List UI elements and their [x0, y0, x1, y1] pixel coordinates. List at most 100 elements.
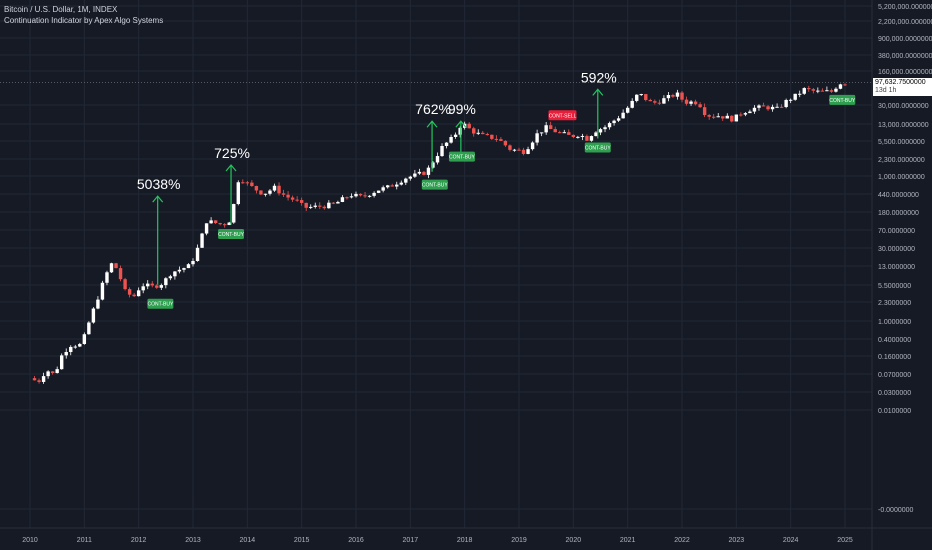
candle-body [41, 376, 46, 382]
y-tick-label: 0.0300000 [878, 390, 911, 397]
candle-body [155, 285, 159, 288]
candle-body [59, 355, 64, 370]
candle-body [254, 186, 259, 191]
signal-label: CONT-BUY [147, 302, 174, 308]
candle-body [707, 115, 711, 117]
gain-arrow-head [592, 88, 604, 96]
candle-body [508, 145, 512, 150]
candle-body [232, 204, 236, 223]
y-tick-label: 13.0000000 [878, 264, 915, 271]
candle-body [358, 193, 363, 196]
candle-body [820, 90, 825, 92]
candle-body [553, 129, 557, 133]
candle-body [825, 90, 829, 92]
y-tick-label: 5,200,000.0000000 [878, 4, 932, 11]
candle-body [834, 88, 838, 92]
candle-body [748, 111, 752, 114]
candle-body [114, 263, 118, 269]
candle-body [376, 190, 381, 193]
candle-body [761, 105, 766, 107]
symbol-title[interactable]: Bitcoin / U.S. Dollar, 1M, INDEX [4, 5, 118, 14]
x-tick-label: 2010 [22, 537, 38, 544]
candle-body [499, 139, 503, 141]
x-tick-label: 2013 [185, 537, 201, 544]
candle-body [752, 107, 757, 112]
candle-body [635, 94, 639, 101]
candle-body [472, 128, 476, 134]
candle-body [195, 247, 200, 261]
signal-badge [448, 151, 475, 162]
candle-body [503, 140, 508, 146]
candle-body [458, 127, 462, 135]
candle-body [182, 268, 186, 270]
candle-body [485, 134, 490, 136]
candle-body [435, 156, 440, 163]
candle-body [236, 182, 240, 205]
candle-body [512, 149, 517, 151]
candle-body [372, 192, 376, 196]
candle-body [367, 195, 372, 197]
signal-label: CONT-BUY [585, 146, 612, 152]
gain-arrow-head [225, 164, 237, 172]
y-tick-label: 30,000.0000000 [878, 103, 929, 110]
candle-body [539, 132, 544, 134]
candle-body [413, 173, 417, 177]
candle-body [535, 133, 539, 143]
candle-body [521, 149, 526, 154]
signal-label: CONT-BUY [218, 232, 245, 238]
candle-body [625, 107, 630, 113]
candle-body [838, 84, 843, 89]
y-tick-label: 2,200,000.0000000 [878, 19, 932, 26]
candle-body [417, 171, 422, 174]
candle-body [788, 99, 793, 101]
candle-body [616, 118, 621, 121]
candle-body [146, 283, 150, 287]
candle-body [476, 132, 480, 134]
candle-body [589, 136, 594, 141]
candle-body [64, 352, 68, 356]
candle-body [675, 92, 680, 97]
candle-body [440, 146, 444, 157]
indicator-name[interactable]: Continuation Indicator by Apex Algo Syst… [4, 16, 164, 25]
candle-body [204, 223, 209, 234]
candle-body [739, 114, 743, 116]
y-tick-label: 180.0000000 [878, 210, 919, 217]
y-tick-label: 2,300.0000000 [878, 157, 925, 164]
signal-badge [584, 142, 611, 153]
signal-label: CONT-SELL [549, 113, 577, 119]
x-tick-label: 2019 [511, 537, 527, 544]
gain-arrow-head [426, 120, 438, 128]
y-tick-label: 900,000.0000000 [878, 36, 932, 43]
candle-body [770, 106, 775, 110]
candle-body [648, 99, 653, 102]
candle-body [621, 112, 625, 119]
candle-body [141, 286, 145, 291]
candle-body [136, 290, 141, 297]
candle-body [671, 95, 675, 97]
candle-body [426, 167, 431, 175]
candle-body [594, 132, 598, 137]
candle-body [227, 222, 231, 226]
candle-body [689, 101, 693, 104]
candle-body [100, 282, 105, 300]
candle-body [639, 94, 643, 96]
candle-body [562, 132, 566, 134]
y-tick-label: 0.4000000 [878, 337, 911, 344]
candle-body [313, 205, 317, 207]
x-tick-label: 2021 [620, 537, 636, 544]
candle-body [399, 182, 403, 185]
candle-body [304, 202, 308, 208]
candle-body [55, 369, 59, 374]
signal-badge [421, 179, 448, 190]
candle-body [186, 264, 191, 269]
candle-body [490, 134, 494, 139]
candle-body [82, 334, 87, 345]
candle-body [390, 185, 394, 187]
candle-body [779, 106, 784, 108]
x-tick-label: 2014 [240, 537, 256, 544]
candle-body [69, 346, 73, 353]
y-tick-label: 2.3000000 [878, 300, 911, 307]
candle-body [191, 260, 195, 265]
candle-body [693, 101, 698, 105]
